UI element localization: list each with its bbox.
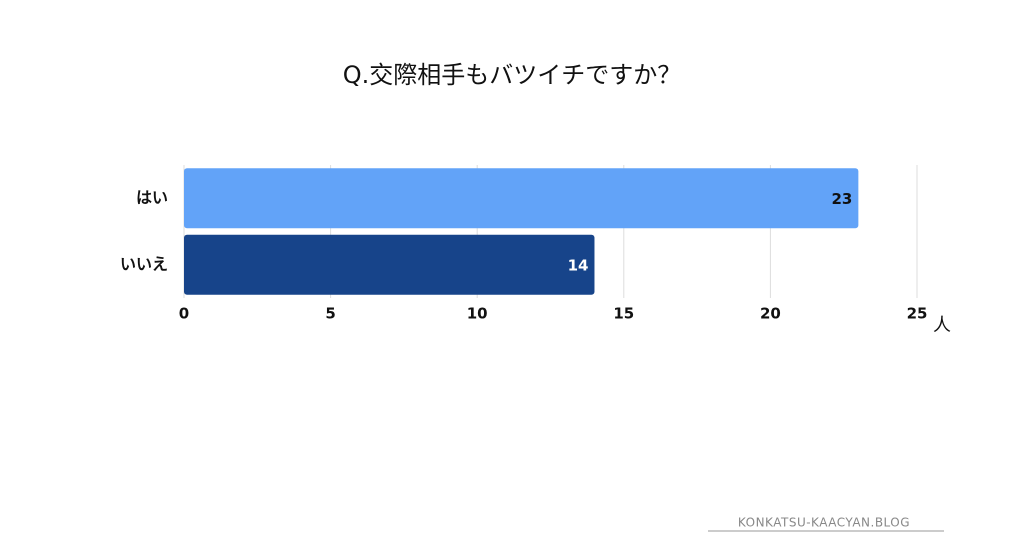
bar bbox=[184, 234, 595, 295]
value-label: 14 bbox=[568, 256, 589, 274]
bar bbox=[184, 168, 859, 229]
x-tick-label: 0 bbox=[179, 305, 189, 323]
x-tick-label: 15 bbox=[613, 305, 634, 323]
x-tick-label: 25 bbox=[907, 305, 928, 323]
x-tick-label: 20 bbox=[760, 305, 781, 323]
axis-unit: 人 bbox=[933, 315, 951, 336]
y-tick-label: はい bbox=[136, 188, 168, 207]
watermark: KONKATSU-KAACYAN.BLOG bbox=[738, 516, 910, 530]
chart-title: Q.交際相手もバツイチですか？ bbox=[343, 61, 682, 89]
y-tick-label: いいえ bbox=[120, 254, 168, 273]
x-tick-label: 10 bbox=[467, 305, 488, 323]
x-tick-label: 5 bbox=[325, 305, 335, 323]
value-label: 23 bbox=[831, 190, 852, 208]
